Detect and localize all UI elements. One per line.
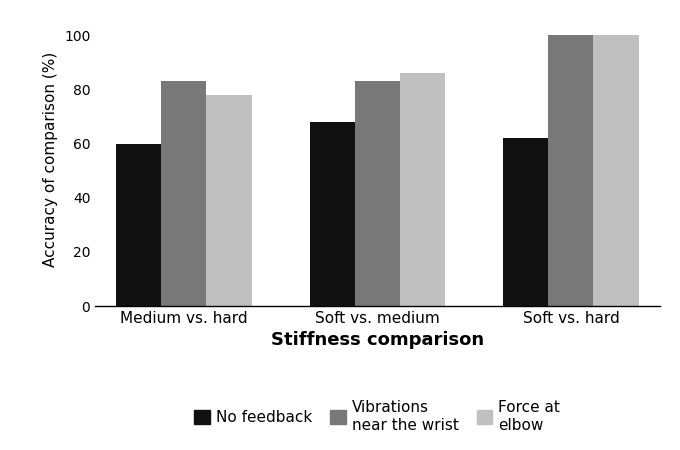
- Bar: [400, 73, 445, 306]
- Bar: [116, 144, 161, 306]
- Legend: No feedback, Vibrations
near the wrist, Force at
elbow: No feedback, Vibrations near the wrist, …: [188, 394, 566, 439]
- Bar: [548, 35, 594, 306]
- Y-axis label: Accuracy of comparison (%): Accuracy of comparison (%): [44, 52, 58, 267]
- Bar: [161, 81, 207, 306]
- X-axis label: Stiffness comparison: Stiffness comparison: [271, 331, 484, 349]
- Bar: [355, 81, 400, 306]
- Bar: [207, 95, 252, 306]
- Bar: [503, 138, 548, 306]
- Bar: [309, 122, 355, 306]
- Bar: [594, 35, 639, 306]
